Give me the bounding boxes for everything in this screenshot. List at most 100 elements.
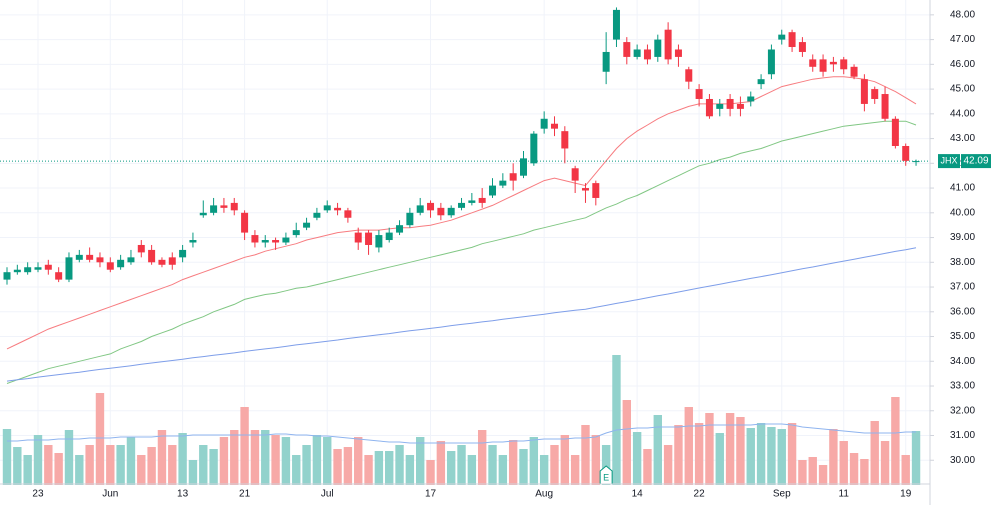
candle-body — [581, 188, 589, 191]
moving-average-line — [6, 247, 917, 382]
candles: E — [3, 7, 920, 485]
volume-bar — [653, 415, 662, 485]
volume-bar — [550, 445, 559, 485]
volume-bar — [75, 455, 84, 485]
x-tick-label: 13 — [177, 489, 189, 500]
volume-bar — [188, 460, 198, 485]
volume-bar — [529, 437, 539, 485]
volume-bar — [333, 449, 342, 485]
candle-body — [303, 222, 311, 228]
volume-bar — [891, 397, 900, 485]
y-tick-label: 36.00 — [950, 306, 975, 317]
volume-bar — [364, 455, 373, 485]
volume-bar — [292, 455, 301, 485]
volume-bar — [54, 453, 63, 485]
volume-bar — [519, 449, 528, 485]
candle-body — [230, 202, 238, 211]
candle-body — [189, 240, 197, 243]
volume-bar — [85, 445, 94, 485]
price-label: 42.09 — [963, 156, 988, 167]
candle-body — [530, 133, 538, 164]
x-tick-label: Jul — [321, 489, 334, 500]
grid — [0, 0, 930, 484]
candle-body — [561, 131, 569, 149]
candle-body — [158, 259, 166, 265]
candle-body — [674, 49, 682, 57]
candle-body — [716, 103, 724, 109]
volume-bar — [725, 413, 735, 485]
candle-body — [251, 235, 259, 243]
candle-body — [757, 79, 765, 85]
volume-bar — [736, 417, 745, 485]
candle-body — [736, 103, 744, 109]
volume-bar — [643, 449, 652, 485]
candle-body — [86, 254, 94, 260]
volume-bar — [787, 423, 797, 485]
volume-bar — [199, 445, 208, 485]
volume-bar — [178, 433, 187, 485]
volume-bar — [426, 460, 435, 485]
candle-body — [654, 39, 662, 57]
candle-body — [334, 207, 342, 211]
candle-body — [65, 257, 73, 280]
volume-bar — [901, 455, 910, 485]
volume-bar — [271, 435, 280, 485]
volume-bar — [385, 451, 394, 485]
y-tick-label: 31.00 — [950, 430, 975, 441]
volume-bar — [632, 432, 642, 485]
volume-bar — [467, 455, 477, 485]
candle-body — [912, 161, 920, 163]
candle-body — [24, 267, 32, 273]
candle-body — [540, 118, 548, 129]
candle-body — [261, 240, 269, 243]
y-tick-label: 44.00 — [950, 108, 975, 119]
volume-bar — [684, 407, 693, 485]
volume-bar — [261, 430, 270, 485]
candle-body — [778, 34, 786, 40]
x-tick-label: 21 — [239, 489, 251, 500]
x-tick-label: 17 — [425, 489, 437, 500]
volume-bar — [798, 460, 807, 485]
y-tick-label: 43.00 — [950, 133, 975, 144]
candle-body — [55, 272, 63, 280]
volume-bar — [2, 429, 12, 485]
volume-bar — [44, 445, 53, 485]
volume-bar — [312, 435, 322, 485]
y-tick-label: 38.00 — [950, 257, 975, 268]
volume-bar — [250, 430, 260, 485]
candle-body — [458, 202, 466, 208]
candle-body — [633, 49, 641, 57]
y-tick-label: 35.00 — [950, 331, 975, 342]
volume-bar — [354, 437, 363, 485]
symbol-label: JHX — [940, 155, 957, 165]
y-tick-label: 37.00 — [950, 282, 975, 293]
y-tick-label: 33.00 — [950, 381, 975, 392]
candle-body — [13, 269, 21, 273]
volume-bar — [64, 430, 74, 485]
candle-body — [416, 205, 424, 213]
y-tick-label: 46.00 — [950, 59, 975, 70]
volume-bar — [209, 449, 218, 485]
candle-body — [282, 237, 290, 243]
volume-pane — [2, 355, 921, 485]
volume-bar — [581, 425, 590, 485]
candle-body — [437, 207, 445, 216]
volume-bar — [137, 455, 146, 485]
candle-body — [365, 232, 373, 245]
y-tick-label: 30.00 — [950, 455, 975, 466]
candle-body — [829, 61, 837, 65]
y-tick-label: 48.00 — [950, 9, 975, 20]
candle-body — [313, 212, 321, 218]
candle-body — [520, 158, 527, 176]
candle-body — [509, 173, 517, 181]
candle-body — [137, 244, 145, 253]
candle-body — [891, 118, 899, 146]
volume-bar — [849, 453, 859, 485]
volume-average-line — [7, 423, 916, 444]
volume-bar — [281, 437, 291, 485]
candle-body — [592, 183, 600, 198]
candle-body — [788, 32, 796, 48]
candle-body — [44, 264, 52, 270]
